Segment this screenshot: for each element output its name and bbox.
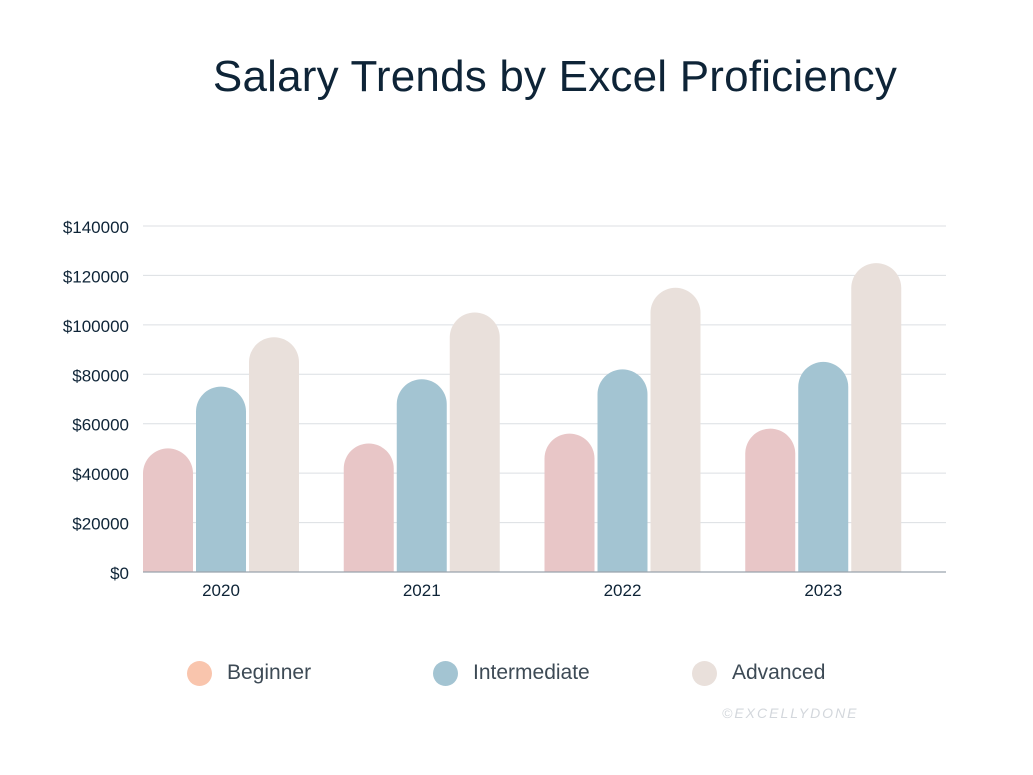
y-tick-label: $120000 xyxy=(63,267,129,286)
legend-label-intermediate: Intermediate xyxy=(473,661,590,684)
y-tick-label: $80000 xyxy=(72,366,129,385)
legend-item-intermediate: Intermediate xyxy=(433,656,590,690)
legend-swatch-advanced xyxy=(692,660,717,686)
bar-intermediate-2022 xyxy=(597,369,648,572)
bar-advanced-2021 xyxy=(449,312,500,572)
chart-title: Salary Trends by Excel Proficiency xyxy=(212,52,898,101)
bar-advanced-2020 xyxy=(249,337,299,572)
bar-intermediate-2020 xyxy=(196,386,246,572)
bar-beginner-2021 xyxy=(343,443,394,572)
y-tick-label: $140000 xyxy=(63,218,129,237)
legend-swatch-beginner xyxy=(187,660,212,686)
bar-beginner-2020 xyxy=(143,448,193,572)
bar-intermediate-2021 xyxy=(396,379,447,572)
legend-swatch-intermediate xyxy=(433,660,458,686)
legend-label-advanced: Advanced xyxy=(732,661,826,684)
bar-advanced-2023 xyxy=(851,263,902,572)
x-tick-label: 2020 xyxy=(202,581,240,600)
y-tick-label: $0 xyxy=(110,564,129,583)
bar-advanced-2022 xyxy=(650,287,701,572)
legend: Beginner Intermediate Advanced xyxy=(0,656,1033,690)
bar-chart: $0 $20000 $40000 $60000 $80000 $100000 $120000… xyxy=(63,218,946,600)
x-tick-label: 2023 xyxy=(804,581,842,600)
y-tick-label: $40000 xyxy=(72,465,129,484)
bar-beginner-2023 xyxy=(745,428,796,572)
bar-intermediate-2023 xyxy=(798,361,849,572)
watermark: ©EXCELLYDONE xyxy=(722,705,859,721)
y-tick-label: $60000 xyxy=(72,416,129,435)
y-tick-label: $100000 xyxy=(63,317,129,336)
x-tick-label: 2022 xyxy=(604,581,642,600)
y-tick-label: $20000 xyxy=(72,515,129,534)
legend-label-beginner: Beginner xyxy=(227,661,312,684)
legend-item-advanced: Advanced xyxy=(692,656,825,690)
bar-beginner-2022 xyxy=(544,433,595,572)
x-tick-label: 2021 xyxy=(403,581,441,600)
legend-item-beginner: Beginner xyxy=(187,656,311,690)
